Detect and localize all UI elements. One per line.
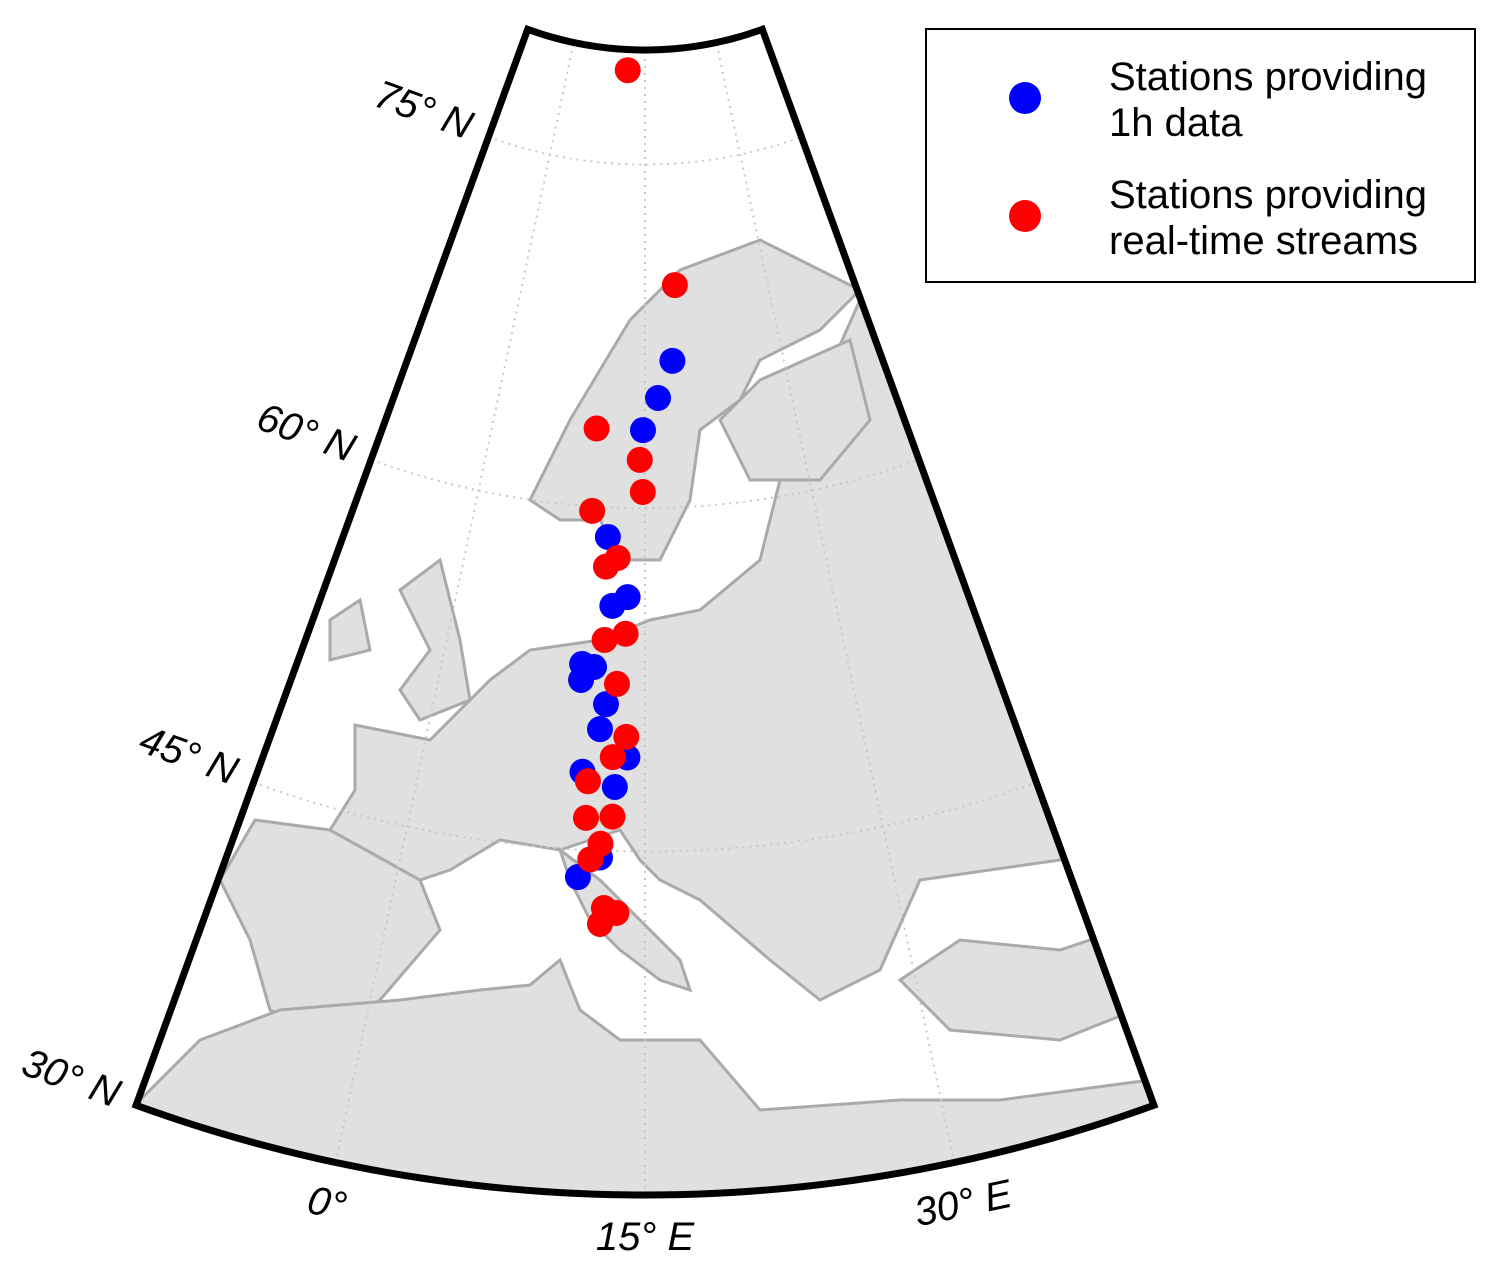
station: [573, 804, 600, 831]
station: [626, 446, 653, 473]
station: [645, 384, 672, 411]
station: [577, 846, 604, 873]
lon-tick-label: 0°: [304, 1178, 351, 1229]
station: [592, 691, 619, 718]
legend-marker: [1009, 200, 1041, 232]
station: [574, 768, 601, 795]
land-britain: [398, 557, 472, 722]
station: [594, 523, 621, 550]
lat-tick-label: 75° N: [369, 72, 479, 148]
lon-grid-line: [715, 42, 956, 1163]
lon-tick-label: 30° E: [910, 1172, 1017, 1236]
lat-grid-line: [488, 135, 802, 166]
land-finland: [718, 337, 872, 482]
station: [568, 666, 595, 693]
station: [583, 415, 610, 442]
station: [604, 670, 631, 697]
station: [659, 347, 686, 374]
legend: Stations providing 1h data Stations prov…: [925, 28, 1476, 283]
station: [591, 626, 618, 653]
lat-tick-label: 45° N: [134, 718, 244, 794]
station: [661, 272, 688, 299]
lon-grid-line: [334, 42, 575, 1163]
lon-tick-label: 15° E: [596, 1215, 696, 1259]
station: [599, 803, 626, 830]
station: [629, 478, 656, 505]
station: [579, 497, 606, 524]
station: [612, 620, 639, 647]
station: [592, 553, 619, 580]
station: [614, 584, 641, 611]
station: [586, 910, 613, 937]
legend-label: Stations providing real-time streams: [1109, 173, 1427, 263]
station: [629, 417, 656, 444]
land-africa: [136, 957, 1154, 1195]
stations: [564, 57, 688, 937]
legend-label: Stations providing 1h data: [1109, 55, 1427, 145]
station: [614, 57, 641, 84]
station: [599, 744, 626, 771]
lat-tick-label: 30° N: [16, 1041, 126, 1117]
map-frame: [131, 24, 1159, 1199]
station: [587, 716, 614, 743]
lat-tick-label: 60° N: [251, 395, 361, 471]
station: [601, 773, 628, 800]
land-ireland: [328, 597, 372, 662]
station: [613, 723, 640, 750]
legend-marker: [1009, 82, 1041, 114]
